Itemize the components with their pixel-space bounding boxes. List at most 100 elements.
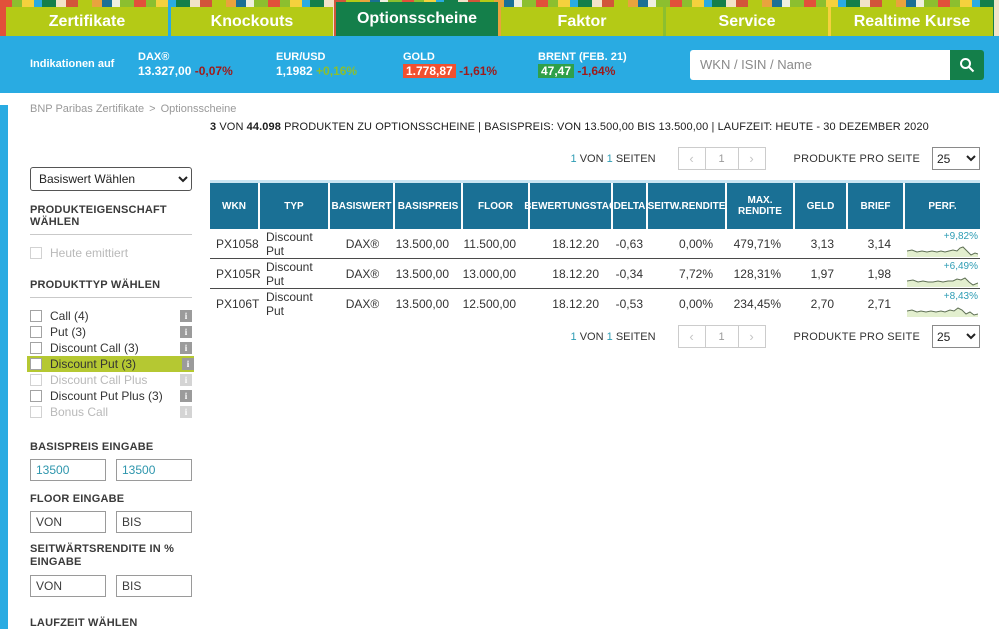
page-current: 1 [570,330,577,343]
tab-faktor[interactable]: Faktor [501,7,663,36]
col-header-wkn[interactable]: WKN [210,183,260,229]
cell-geld: 2,70 [810,297,834,311]
next-page-button[interactable]: › [737,325,766,348]
per-page-label: PRODUKTE PRO SEITE [793,330,920,343]
cell-typ: Discount Put [266,259,313,288]
cell-bewertungstag: 18.12.20 [552,236,599,251]
info-icon[interactable]: i [182,358,194,370]
summary-count-total: 44.098 [246,121,281,133]
col-header-typ[interactable]: TYP [260,183,330,229]
checkbox-discount-call-plus[interactable]: Discount Call Plus i [30,372,192,388]
cell-basiswert: DAX® [345,236,380,251]
col-header-delta[interactable]: DELTA [613,183,648,229]
cell-perf: +6,49% [905,259,980,288]
checkbox-label: Discount Call (3) [50,341,139,355]
info-icon[interactable]: i [180,390,192,402]
cell-max-rendite: 479,71% [733,236,781,251]
cell-delta: -0,34 [615,266,643,281]
cell-basispreis: 13.500,00 [395,266,449,281]
cell-wkn[interactable]: PX105R [216,266,261,281]
ticker-eurusd-change: +0,16% [316,64,358,78]
ticker-eurusd: EUR/USD 1,1982 +0,16% [276,51,403,78]
col-header-basiswert[interactable]: BASISWERT [330,183,395,229]
breadcrumb: BNP Paribas Zertifikate > Optionsscheine [0,93,999,115]
checkbox-icon [30,406,42,418]
checkbox-discount-put[interactable]: Discount Put (3) i [27,356,194,372]
col-header-max-rendite[interactable]: MAX. RENDITE [727,183,795,229]
search-button[interactable] [950,49,984,80]
checkbox-label: Discount Put Plus (3) [50,389,163,403]
cell-floor: 13.000,00 [462,266,516,281]
pagination-bottom: 1 VON 1 SEITEN ‹ 1 › PRODUKTE PRO SEITE … [210,325,980,348]
search-input[interactable] [690,49,950,80]
per-page-label: PRODUKTE PRO SEITE [793,152,920,165]
cell-delta: -0,63 [615,236,643,251]
tab-knockouts[interactable]: Knockouts [171,7,333,36]
basispreis-von-input[interactable] [30,459,106,481]
search-box [690,49,984,80]
col-header-floor[interactable]: FLOOR [463,183,530,229]
per-page-select[interactable]: 25 [932,147,980,170]
breadcrumb-home[interactable]: BNP Paribas Zertifikate [30,103,145,115]
seitw-bis-input[interactable] [116,575,192,597]
info-icon[interactable]: i [180,326,192,338]
table-row[interactable]: PX1058 Discount Put DAX® 13.500,00 11.50… [210,229,980,259]
table-row[interactable]: PX106T Discount Put DAX® 13.500,00 12.50… [210,289,980,319]
cell-perf: +8,43% [905,289,980,319]
col-header-perf[interactable]: PERF. [905,183,980,229]
table-row[interactable]: PX105R Discount Put DAX® 13.500,00 13.00… [210,259,980,289]
page-current: 1 [570,152,577,165]
checkbox-icon [30,310,42,322]
page-number-box[interactable]: 1 [705,325,738,348]
prev-page-button[interactable]: ‹ [677,325,706,348]
checkbox-bonus-call[interactable]: Bonus Call i [30,404,192,420]
next-page-button[interactable]: › [737,147,766,170]
checkbox-discount-call[interactable]: Discount Call (3) i [30,340,192,356]
checkbox-call[interactable]: Call (4) i [30,308,192,324]
breadcrumb-current: Optionsscheine [160,103,237,115]
seitw-von-input[interactable] [30,575,106,597]
cell-wkn[interactable]: PX106T [216,297,260,311]
basispreis-bis-input[interactable] [116,459,192,481]
ticker-dax-name: DAX® [138,51,170,63]
info-icon[interactable]: i [180,342,192,354]
page-von: VON [579,330,604,343]
checkbox-icon [30,390,42,402]
prev-page-button[interactable]: ‹ [677,147,706,170]
search-icon [960,57,975,72]
label-seitwaertsrendite: SEITWÄRTSRENDITE IN % EINGABE [30,543,192,571]
per-page-select[interactable]: 25 [932,325,980,348]
perf-sparkline [907,307,978,317]
cell-max-rendite: 234,45% [733,297,781,311]
page-number-box[interactable]: 1 [705,147,738,170]
pages-total: 1 [606,152,613,165]
products-table: WKN TYP BASISWERT BASISPREIS FLOOR BEWER… [210,180,980,319]
cell-bewertungstag: 18.12.20 [552,297,599,311]
checkbox-heute-emittiert[interactable]: Heute emittiert [30,245,192,261]
col-header-brief[interactable]: BRIEF [848,183,905,229]
cell-wkn[interactable]: PX1058 [216,236,259,251]
ticker-caption: Indikationen auf [30,58,115,70]
tab-optionsscheine[interactable]: Optionsscheine [336,2,498,36]
checkbox-icon [30,247,42,259]
tab-zertifikate[interactable]: Zertifikate [6,7,168,36]
filter-sidebar: Basiswert Wählen PRODUKTEIGENSCHAFT WÄHL… [0,115,210,629]
checkbox-put[interactable]: Put (3) i [30,324,192,340]
tab-realtime-kurse[interactable]: Realtime Kurse [831,7,993,36]
checkbox-icon [30,374,42,386]
ticker-gold: GOLD 1.778,87 -1,61% [403,51,538,78]
checkbox-discount-put-plus[interactable]: Discount Put Plus (3) i [30,388,192,404]
section-title-laufzeit: LAUFZEIT WÄHLEN [30,617,192,629]
floor-bis-input[interactable] [116,511,192,533]
tab-service[interactable]: Service [666,7,828,36]
ticker-dax: DAX® 13.327,00 -0,07% [138,51,276,78]
floor-von-input[interactable] [30,511,106,533]
col-header-geld[interactable]: GELD [795,183,848,229]
cell-geld: 3,13 [810,236,834,251]
info-icon[interactable]: i [180,310,192,322]
perf-sparkline [907,245,978,257]
col-header-bewertungstag[interactable]: BEWERTUNGSTAG [524,183,617,229]
col-header-seitw-rendite[interactable]: SEITW.RENDITE [648,183,727,229]
underlying-select[interactable]: Basiswert Wählen [30,167,192,191]
col-header-basispreis[interactable]: BASISPREIS [395,183,463,229]
